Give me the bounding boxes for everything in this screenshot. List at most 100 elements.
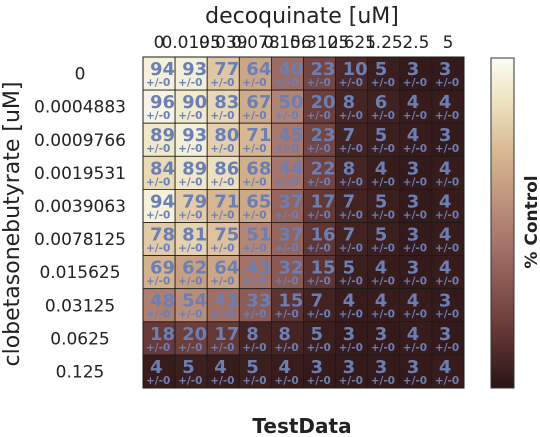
x-tick-label: 0.039 [199,33,248,53]
cell-error-label: +/-0 [242,110,266,122]
heatmap-cell [367,321,401,356]
cell-value-label: 5 [375,59,388,80]
cell-value-label: 80 [214,125,239,146]
cell-value-label: 4 [375,258,388,279]
cell-value-label: 3 [407,225,420,246]
cell-value-label: 81 [182,225,207,246]
heatmap-cell [270,188,304,223]
cell-value-label: 41 [214,291,239,312]
cell-value-label: 15 [311,258,336,279]
cell-error-label: +/-0 [339,309,363,321]
y-tick-label: 0.0039063 [34,197,126,217]
cell-value-label: 51 [246,225,271,246]
heatmap-cell [174,89,208,124]
heatmap-cell [238,155,272,190]
cell-value-label: 4 [439,92,452,113]
cell-error-label: +/-0 [210,77,234,89]
cell-error-label: +/-0 [178,143,202,155]
heatmap-cell [335,354,369,389]
cell-value-label: 8 [246,324,259,345]
cell-error-label: +/-0 [146,243,170,255]
y-tick-label: 0.0625 [50,329,109,349]
cell-value-label: 65 [246,191,271,212]
cell-value-label: 5 [311,324,324,345]
cell-value-label: 64 [214,258,239,279]
cell-value-label: 89 [150,125,175,146]
cell-error-label: +/-0 [371,276,395,288]
cell-error-label: +/-0 [403,77,427,89]
cell-error-label: +/-0 [274,375,298,387]
cell-error-label: +/-0 [146,143,170,155]
heatmap-cell [174,222,208,256]
cell-error-label: +/-0 [307,143,331,155]
cell-value-label: 94 [150,59,175,80]
cell-value-label: 3 [407,59,420,80]
cell-error-label: +/-0 [371,143,395,155]
cell-error-label: +/-0 [242,243,266,255]
x-tick-label: 2.5 [402,33,429,53]
cell-error-label: +/-0 [146,77,170,89]
heatmap-cell [174,288,208,323]
heatmap-cell [335,122,369,157]
cell-value-label: 3 [407,258,420,279]
cell-value-label: 7 [311,291,324,312]
cell-error-label: +/-0 [403,276,427,288]
heatmap-cell [270,89,304,124]
heatmap-cell [238,354,272,389]
cell-value-label: 22 [311,158,336,179]
cell-error-label: +/-0 [178,309,202,321]
cell-error-label: +/-0 [339,77,363,89]
cell-value-label: 94 [150,191,175,212]
cell-error-label: +/-0 [403,342,427,354]
heatmap-cell [206,89,240,124]
cell-value-label: 3 [407,158,420,179]
cell-error-label: +/-0 [307,243,331,255]
cell-value-label: 7 [343,191,356,212]
cell-value-label: 5 [246,357,259,378]
heatmap-cell [399,122,433,157]
x-tick-label: 0.078 [231,33,280,53]
cell-error-label: +/-0 [178,77,202,89]
heatmap-cell [431,288,465,323]
cell-error-label: +/-0 [339,209,363,221]
cell-error-label: +/-0 [210,143,234,155]
cell-value-label: 23 [311,125,336,146]
cell-error-label: +/-0 [210,309,234,321]
cell-value-label: 20 [182,324,207,345]
x-tick-label: 1.25 [365,33,403,53]
cell-value-label: 3 [439,125,452,146]
cell-value-label: 77 [214,59,239,80]
cell-value-label: 15 [278,291,303,312]
cell-error-label: +/-0 [403,209,427,221]
y-tick-label: 0.125 [56,363,105,383]
heatmap-cell [238,188,272,223]
heatmap-cell [399,56,433,91]
x-tick-label: 0.3125 [290,33,349,53]
cell-error-label: +/-0 [435,375,459,387]
cell-error-label: +/-0 [339,276,363,288]
cell-value-label: 3 [439,291,452,312]
cell-error-label: +/-0 [403,176,427,188]
heatmap-cell [270,354,304,389]
heatmap-cell [142,155,176,190]
cell-value-label: 93 [182,59,207,80]
heatmap-cell [303,321,336,356]
chart-title: decoquinate [uM] [205,4,399,29]
heatmap-cell [206,354,240,389]
cell-error-label: +/-0 [435,176,459,188]
cell-error-label: +/-0 [274,77,298,89]
y-tick-label: 0.03125 [45,296,115,316]
heatmap-cell [367,89,401,124]
heatmap-cell [142,354,176,389]
cell-error-label: +/-0 [146,110,170,122]
cell-error-label: +/-0 [146,342,170,354]
cell-value-label: 17 [311,191,336,212]
heatmap-cell [270,155,304,190]
cell-error-label: +/-0 [371,77,395,89]
cell-value-label: 4 [407,92,420,113]
y-tick-label: 0.0019531 [34,164,126,184]
cell-value-label: 69 [150,258,175,279]
heatmap-cell [431,255,465,290]
